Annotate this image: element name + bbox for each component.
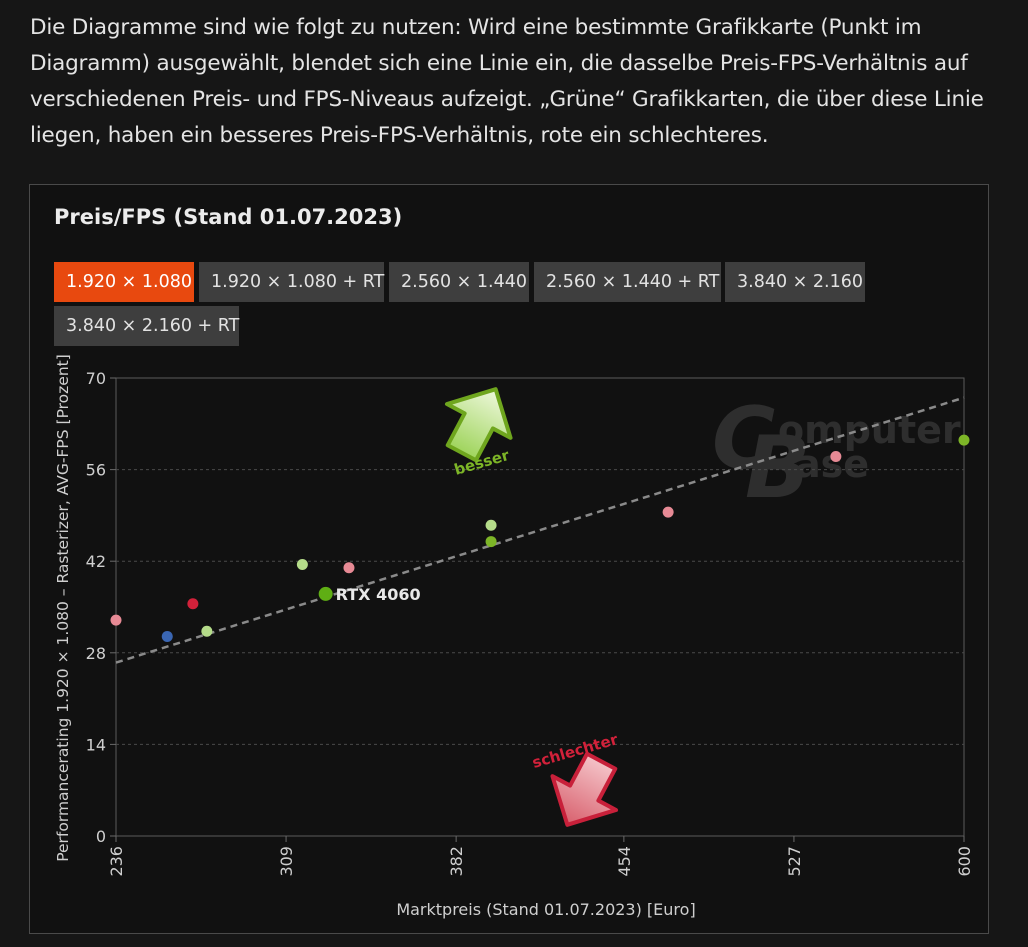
data-point[interactable] bbox=[161, 630, 173, 642]
tab-1440p[interactable]: 2.560 × 1.440 bbox=[389, 262, 529, 302]
data-point[interactable] bbox=[343, 562, 355, 574]
tab-2160p-rt[interactable]: 3.840 × 2.160 + RT bbox=[54, 306, 239, 346]
data-point[interactable] bbox=[201, 625, 213, 637]
data-point[interactable] bbox=[110, 614, 122, 626]
data-point-selected[interactable] bbox=[318, 586, 333, 601]
data-point[interactable] bbox=[958, 434, 970, 446]
data-point[interactable] bbox=[485, 536, 497, 548]
tab-2160p[interactable]: 3.840 × 2.160 bbox=[725, 262, 865, 302]
data-point[interactable] bbox=[662, 506, 674, 518]
tab-1080p[interactable]: 1.920 × 1.080 bbox=[54, 262, 194, 302]
intro-paragraph: Die Diagramme sind wie folgt zu nutzen: … bbox=[30, 15, 984, 148]
data-point[interactable] bbox=[296, 558, 308, 570]
chart-panel: Preis/FPS (Stand 01.07.2023) 1.920 × 1.0… bbox=[29, 184, 989, 934]
tab-1440p-rt[interactable]: 2.560 × 1.440 + RT bbox=[534, 262, 721, 302]
data-point[interactable] bbox=[187, 598, 199, 610]
data-point[interactable] bbox=[830, 451, 842, 463]
tab-1080p-rt[interactable]: 1.920 × 1.080 + RT bbox=[199, 262, 384, 302]
chart-title: Preis/FPS (Stand 01.07.2023) bbox=[54, 205, 403, 229]
data-point[interactable] bbox=[485, 519, 497, 531]
